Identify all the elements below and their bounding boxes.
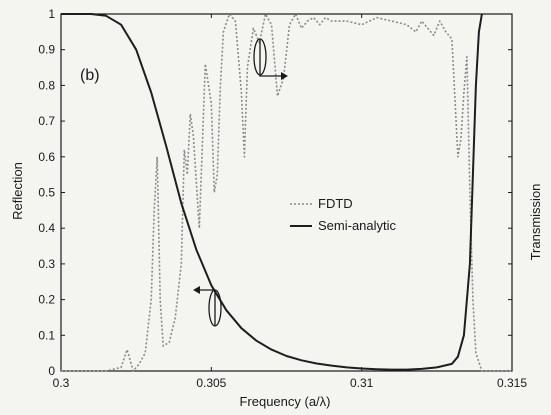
y-tick-label: 0 (48, 364, 55, 378)
y-tick-label: 0.6 (38, 150, 55, 164)
annotations (193, 38, 288, 327)
y-tick-label: 0.4 (38, 221, 55, 235)
x-tick-label: 0.31 (350, 376, 374, 390)
x-axis-label: Frequency (a/λ) (239, 394, 330, 409)
y-tick-label: 0.8 (38, 78, 55, 92)
y-tick-label: 0.3 (38, 257, 55, 271)
transmission-arrow (259, 40, 281, 77)
y-tick-label: 1 (48, 7, 55, 21)
y-tick-label: 0.2 (38, 293, 55, 307)
x-tick-label: 0.315 (497, 376, 527, 390)
reflection-arrow-head (193, 286, 200, 294)
x-tick-label: 0.3 (53, 376, 70, 390)
legend-label-fdtd: FDTD (318, 196, 353, 211)
series-line-fdtd (61, 13, 512, 372)
plot-area (60, 13, 513, 372)
y-tick-label: 0.5 (38, 186, 55, 200)
legend: FDTD Semi-analytic (290, 196, 397, 233)
series-line-semi-analytic (61, 13, 483, 371)
y-axis-label: Reflection (10, 162, 25, 220)
legend-label-semi-analytic: Semi-analytic (318, 218, 397, 233)
y-tick-label: 0.7 (38, 114, 55, 128)
series-layer (61, 13, 512, 372)
y-tick-label: 0.1 (38, 328, 55, 342)
transmission-arrow-head (281, 72, 288, 80)
reflection-arrow (200, 289, 216, 326)
ticks-layer: 0 0.1 0.2 0.3 0.4 0.5 0.6 0.7 0.8 0.9 1 0.3 0.305 0.3… (38, 7, 527, 390)
y-right-axis-label: Transmission (528, 184, 543, 261)
y-tick-label: 0.9 (38, 43, 55, 57)
panel-label: (b) (80, 67, 100, 84)
x-tick-label: 0.305 (196, 376, 226, 390)
